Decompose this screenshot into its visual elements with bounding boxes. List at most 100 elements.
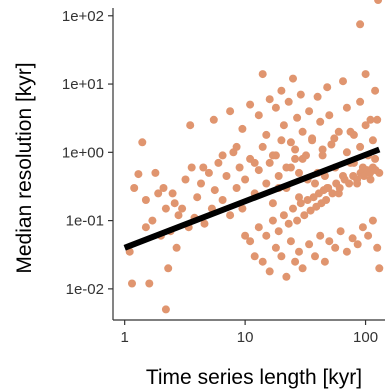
data-point [235,163,244,172]
fit-line [123,146,381,251]
data-point [371,166,380,175]
data-point [356,97,365,106]
data-point [262,179,271,188]
data-point [295,247,303,256]
x-tick-label: 1 [121,329,129,346]
data-point [268,151,277,160]
data-point [178,204,187,213]
data-point [289,74,297,83]
data-point [199,163,208,172]
data-point [262,130,271,139]
data-point [336,227,345,236]
y-tick-label: 1e-02 [66,281,104,298]
data-point [174,211,183,220]
data-point [277,252,286,261]
data-point [296,90,305,99]
data-point [141,223,150,232]
x-axis-title: Time series length [kyr] [146,366,362,389]
data-point [130,184,139,192]
data-point [330,134,339,143]
data-point [318,151,327,160]
data-point [214,158,223,167]
data-point [327,140,336,149]
data-point [328,189,337,198]
data-point [218,196,227,204]
data-point [374,0,383,4]
data-point [161,204,170,213]
data-point [356,20,365,29]
data-point [316,231,325,240]
data-point [271,103,280,112]
data-point [320,257,329,266]
data-point [293,216,302,225]
data-point [353,175,362,184]
data-point [313,92,322,101]
data-point [331,243,340,252]
x-tick-label: 100 [353,329,378,346]
data-point [322,196,331,204]
data-point [308,136,317,145]
data-point [318,145,327,154]
data-point [368,136,377,145]
data-point [295,168,303,177]
y-ticks: 1e-02 1e-01 1e+00 1e+01 1e+02 [62,8,113,298]
data-point [258,142,267,151]
data-point [277,86,286,95]
data-point [371,86,380,95]
data-point [325,237,334,246]
data-point [258,70,267,79]
data-point [271,243,280,252]
data-point [342,103,351,112]
data-point [246,237,255,246]
data-point [289,204,297,213]
data-point [268,216,277,225]
data-point [226,107,235,116]
data-point [250,252,259,261]
data-point [298,264,307,273]
data-point [151,168,160,177]
data-point [262,231,271,240]
data-point [200,219,209,228]
data-point [159,184,168,192]
data-point [373,243,382,252]
data-point [284,97,293,106]
data-point [134,170,143,179]
y-tick-label: 1e+00 [62,144,104,161]
data-point [353,240,362,249]
data-point [246,100,255,109]
data-point [232,142,241,151]
data-point [254,223,263,232]
data-point [222,172,231,180]
data-point [241,231,250,240]
data-point [316,117,325,126]
data-point [209,115,218,124]
data-point [141,196,150,204]
data-point [311,252,319,261]
data-point [298,127,307,136]
data-point [361,121,370,130]
data-point [296,199,305,208]
data-point [193,193,202,202]
data-point [303,196,312,204]
data-point [186,121,195,130]
data-point [258,257,267,266]
data-point [366,115,375,124]
data-point [324,184,333,192]
data-point [364,231,373,240]
data-point [366,175,375,184]
y-tick-label: 1e-01 [66,213,104,230]
data-point [356,142,365,151]
data-point [306,206,315,215]
data-point [181,175,190,184]
y-tick-label: 1e+02 [62,8,104,25]
data-point [218,151,227,160]
data-point [282,163,291,172]
x-ticks: 1 10 100 [121,320,378,346]
data-point [335,184,344,192]
data-point [291,257,300,266]
data-point [279,121,288,130]
data-point [187,163,196,172]
data-point [254,166,263,175]
data-point [300,211,309,220]
